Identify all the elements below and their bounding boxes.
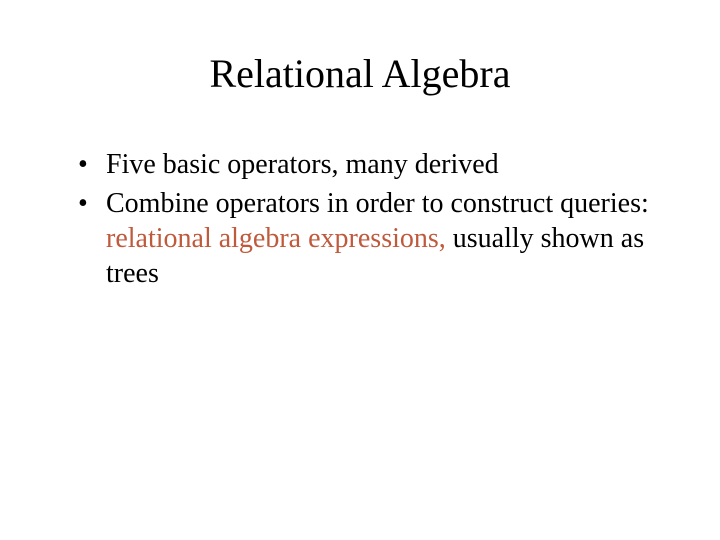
bullet-text: Five basic operators, many derived [106, 149, 499, 180]
list-item: Combine operators in order to construct … [78, 186, 660, 291]
slide-title: Relational Algebra [60, 50, 660, 97]
slide-container: Relational Algebra Five basic operators,… [0, 0, 720, 540]
bullet-text-highlight: relational algebra expressions, [106, 223, 446, 254]
bullet-text: Combine operators in order to construct … [106, 188, 649, 219]
list-item: Five basic operators, many derived [78, 147, 660, 182]
bullet-list: Five basic operators, many derived Combi… [60, 147, 660, 291]
